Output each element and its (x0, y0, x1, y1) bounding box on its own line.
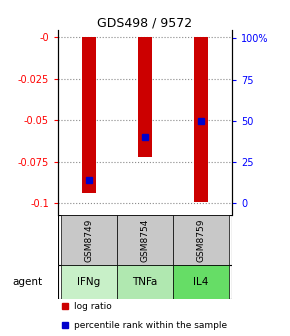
Bar (138, 37, 152, 157)
Text: IL4: IL4 (193, 277, 209, 287)
Bar (173, 215, 229, 265)
Text: GSM8754: GSM8754 (140, 218, 150, 262)
Bar (173, 265, 229, 299)
Text: GSM8749: GSM8749 (84, 218, 93, 262)
Text: agent: agent (13, 277, 43, 287)
Text: GSM8759: GSM8759 (197, 218, 206, 262)
Text: IFNg: IFNg (77, 277, 101, 287)
Bar (117, 265, 173, 299)
Bar (82, 37, 96, 194)
Title: GDS498 / 9572: GDS498 / 9572 (97, 16, 193, 29)
Bar (61, 265, 117, 299)
Bar (194, 37, 208, 202)
Bar (61, 215, 117, 265)
Bar (117, 215, 173, 265)
Text: log ratio: log ratio (74, 302, 111, 311)
Text: TNFa: TNFa (132, 277, 158, 287)
Text: percentile rank within the sample: percentile rank within the sample (74, 321, 227, 330)
